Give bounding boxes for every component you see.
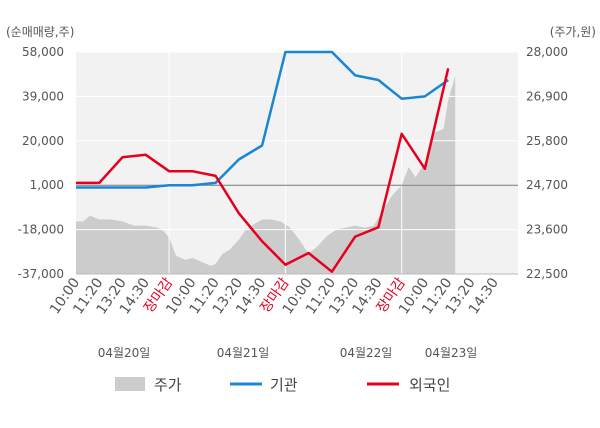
left-axis: (순매매량,주) 58,000 39,000 20,000 1,000 -18,000 -… — [6, 25, 74, 281]
right-tick-label: 24,700 — [526, 178, 568, 192]
price-area-series — [76, 76, 456, 274]
price-area — [76, 76, 456, 274]
left-tick-label: 58,000 — [22, 45, 64, 59]
date-labels: 04월20일 04월21일 04월22일 04월23일 — [98, 346, 478, 360]
left-tick-label: 1,000 — [30, 178, 64, 192]
legend: 주가 기관 외국인 — [115, 376, 450, 394]
left-tick-label: -18,000 — [18, 223, 64, 237]
foreigner-line — [76, 68, 450, 273]
date-label: 04월23일 — [425, 346, 478, 360]
right-tick-label: 22,500 — [526, 267, 568, 281]
legend-label-institution: 기관 — [270, 376, 298, 394]
right-tick-label: 26,900 — [526, 89, 568, 103]
right-tick-label: 25,800 — [526, 134, 568, 148]
right-axis: (주가,원) 28,000 26,900 25,800 24,700 23,600 22,… — [526, 25, 596, 281]
date-label: 04월21일 — [217, 346, 270, 360]
right-tick-label: 23,600 — [526, 223, 568, 237]
right-tick-label: 28,000 — [526, 45, 568, 59]
x-axis: 10:0011:2013:2014:30장마감10:0011:2013:2014… — [47, 275, 502, 317]
left-tick-label: 20,000 — [22, 134, 64, 148]
date-label: 04월20일 — [98, 346, 151, 360]
left-tick-label: -37,000 — [18, 267, 64, 281]
left-axis-unit: (순매매량,주) — [6, 25, 74, 39]
date-label: 04월22일 — [340, 346, 393, 360]
left-tick-label: 39,000 — [22, 89, 64, 103]
institution-line — [76, 50, 449, 189]
right-axis-unit: (주가,원) — [550, 25, 596, 39]
legend-swatch-price — [115, 377, 145, 391]
legend-label-price: 주가 — [154, 376, 182, 394]
trading-lines — [76, 50, 450, 273]
legend-label-foreigner: 외국인 — [409, 376, 450, 394]
